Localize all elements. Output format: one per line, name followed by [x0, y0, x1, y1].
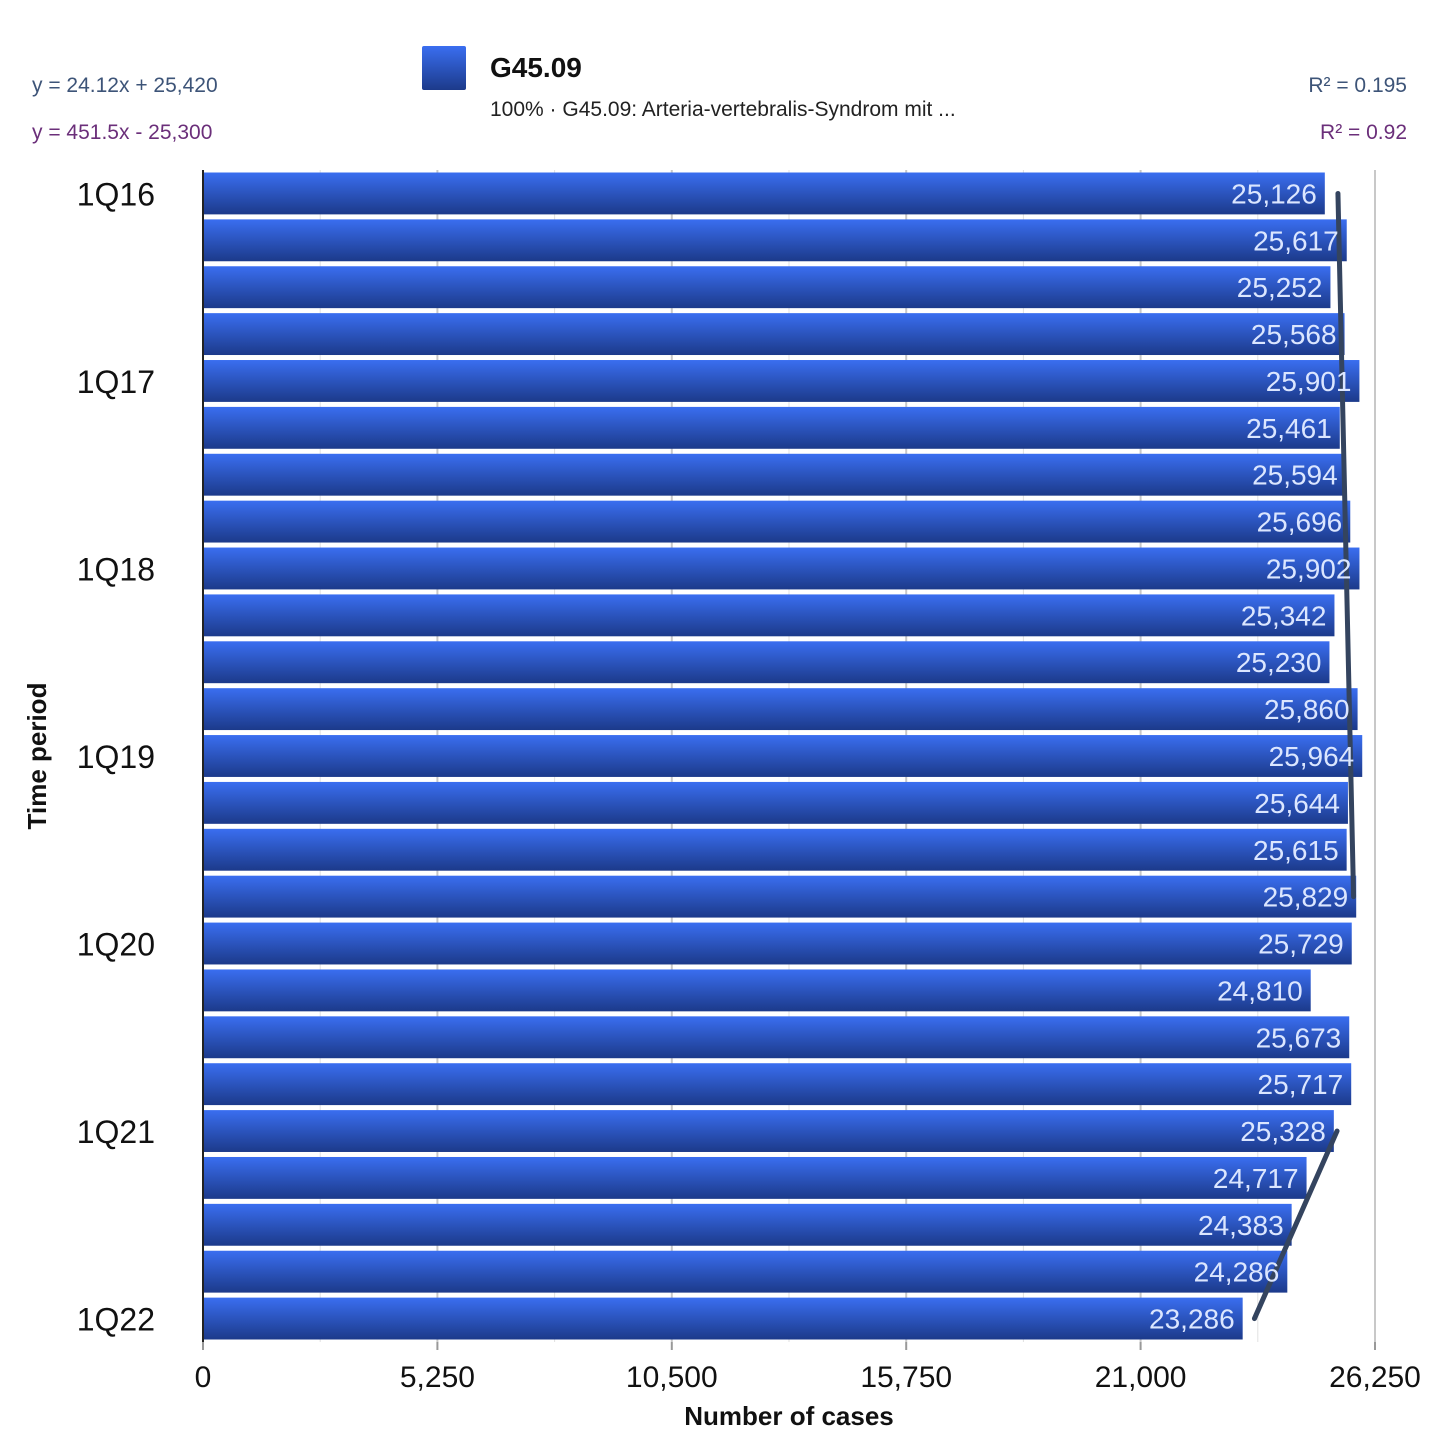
bar-value-label: 25,461 — [1246, 413, 1332, 444]
bar — [203, 1203, 1292, 1246]
bar-value-label: 25,964 — [1269, 741, 1355, 772]
x-tick-label: 10,500 — [626, 1361, 718, 1394]
y-tick-label: 1Q18 — [77, 551, 155, 587]
x-axis-title: Number of cases — [684, 1401, 894, 1431]
bar-value-label: 25,901 — [1266, 366, 1352, 397]
bar-value-label: 25,342 — [1241, 600, 1327, 631]
y-tick-label: 1Q19 — [77, 739, 155, 775]
bar — [203, 313, 1345, 356]
trend-equation-2: y = 451.5x - 25,300 — [32, 121, 213, 144]
bar — [203, 547, 1360, 590]
bar-value-label: 25,696 — [1257, 507, 1343, 538]
bar-value-label: 25,902 — [1266, 553, 1352, 584]
x-tick-label: 5,250 — [400, 1361, 475, 1394]
bar-value-label: 25,673 — [1256, 1022, 1342, 1053]
bar — [203, 1016, 1350, 1059]
bar — [203, 1156, 1307, 1199]
bar-value-label: 23,286 — [1149, 1304, 1235, 1335]
bar — [203, 969, 1311, 1012]
bar-value-label: 25,860 — [1264, 694, 1350, 725]
legend-swatch[interactable] — [422, 46, 466, 90]
bar — [203, 500, 1351, 543]
bar-value-label: 25,328 — [1240, 1116, 1326, 1147]
bar — [203, 828, 1347, 871]
x-tick-label: 21,000 — [1095, 1361, 1187, 1394]
y-tick-label: 1Q21 — [77, 1114, 155, 1150]
bar-value-label: 24,810 — [1217, 975, 1303, 1006]
bar-value-label: 24,717 — [1213, 1163, 1299, 1194]
y-axis-title: Time period — [22, 683, 52, 830]
y-tick-label: 1Q16 — [77, 176, 155, 212]
bar — [203, 266, 1331, 309]
trend-r2-1: R² = 0.195 — [1308, 74, 1407, 97]
bar-value-label: 25,126 — [1231, 178, 1317, 209]
bar-value-label: 25,615 — [1253, 835, 1339, 866]
bar-value-label: 25,717 — [1258, 1069, 1344, 1100]
bar — [203, 1297, 1243, 1340]
bar — [203, 875, 1357, 918]
y-tick-label: 1Q20 — [77, 927, 155, 963]
legend-subtitle: 100% · G45.09: Arteria-vertebralis-Syndr… — [490, 98, 956, 121]
bar — [203, 735, 1363, 777]
bar — [203, 219, 1347, 262]
legend-title[interactable]: G45.09 — [490, 52, 582, 83]
y-tick-label: 1Q17 — [77, 364, 155, 400]
bar — [203, 1063, 1352, 1106]
trend-r2-2: R² = 0.92 — [1320, 121, 1407, 144]
bar — [203, 594, 1335, 637]
bar — [203, 1110, 1334, 1152]
trend-line — [1251, 1128, 1340, 1322]
trend-line — [1335, 190, 1357, 900]
bar — [203, 1250, 1288, 1293]
x-tick-label: 26,250 — [1329, 1361, 1421, 1394]
bar-value-label: 25,644 — [1254, 788, 1340, 819]
bar — [203, 781, 1348, 824]
bar-value-label: 24,286 — [1194, 1257, 1280, 1288]
bar — [203, 172, 1325, 215]
bar-value-label: 25,617 — [1253, 225, 1339, 256]
bar-value-label: 25,729 — [1258, 929, 1344, 960]
bar — [203, 360, 1360, 402]
bar-value-label: 25,594 — [1252, 460, 1338, 491]
trend-equation-1: y = 24.12x + 25,420 — [32, 74, 218, 97]
bar-value-label: 25,568 — [1251, 319, 1337, 350]
bar — [203, 688, 1358, 731]
bar-value-label: 24,383 — [1198, 1210, 1284, 1241]
bar — [203, 406, 1340, 449]
bar — [203, 641, 1330, 684]
bar-value-label: 25,829 — [1263, 882, 1349, 913]
bar-value-label: 25,252 — [1237, 272, 1323, 303]
bar-value-label: 25,230 — [1236, 647, 1322, 678]
bar — [203, 922, 1352, 965]
y-tick-label: 1Q22 — [77, 1302, 155, 1338]
bar — [203, 453, 1346, 496]
x-tick-label: 0 — [195, 1361, 212, 1394]
x-tick-label: 15,750 — [860, 1361, 952, 1394]
